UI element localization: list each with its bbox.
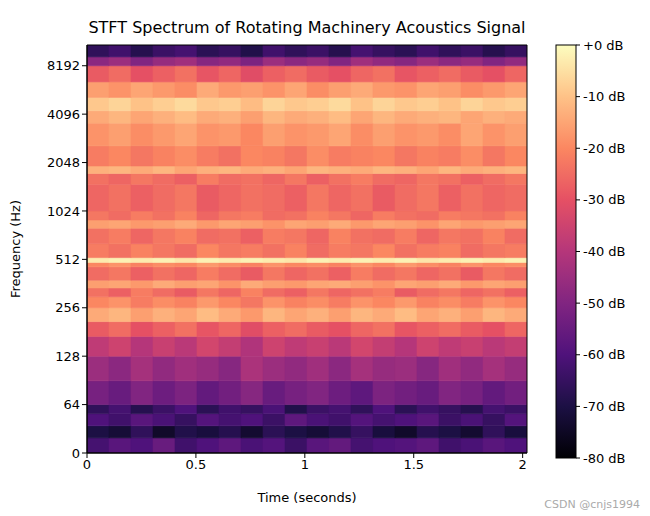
svg-text:-70 dB: -70 dB [583, 399, 626, 414]
svg-text:0: 0 [83, 457, 91, 472]
svg-text:+0 dB: +0 dB [583, 38, 623, 53]
svg-text:-10 dB: -10 dB [583, 89, 626, 104]
svg-text:1024: 1024 [47, 204, 80, 219]
svg-text:-50 dB: -50 dB [583, 296, 626, 311]
svg-text:512: 512 [55, 252, 80, 267]
svg-text:4096: 4096 [47, 107, 80, 122]
svg-text:-60 dB: -60 dB [583, 347, 626, 362]
svg-text:8192: 8192 [47, 58, 80, 73]
svg-text:256: 256 [55, 300, 80, 315]
svg-text:128: 128 [55, 349, 80, 364]
svg-text:-30 dB: -30 dB [583, 192, 626, 207]
svg-text:1.5: 1.5 [403, 457, 424, 472]
svg-text:-20 dB: -20 dB [583, 141, 626, 156]
svg-text:Time (seconds): Time (seconds) [256, 490, 356, 505]
svg-text:64: 64 [63, 397, 80, 412]
svg-text:2: 2 [519, 457, 527, 472]
svg-text:-80 dB: -80 dB [583, 451, 626, 466]
svg-text:0: 0 [72, 446, 80, 461]
svg-text:STFT Spectrum of Rotating Mach: STFT Spectrum of Rotating Machinery Acou… [88, 18, 525, 37]
svg-text:1: 1 [301, 457, 309, 472]
svg-text:Frequency (Hz): Frequency (Hz) [8, 200, 23, 298]
svg-text:CSDN @cnjs1994: CSDN @cnjs1994 [544, 498, 640, 511]
svg-text:0.5: 0.5 [186, 457, 207, 472]
svg-text:-40 dB: -40 dB [583, 244, 626, 259]
svg-text:2048: 2048 [47, 155, 80, 170]
